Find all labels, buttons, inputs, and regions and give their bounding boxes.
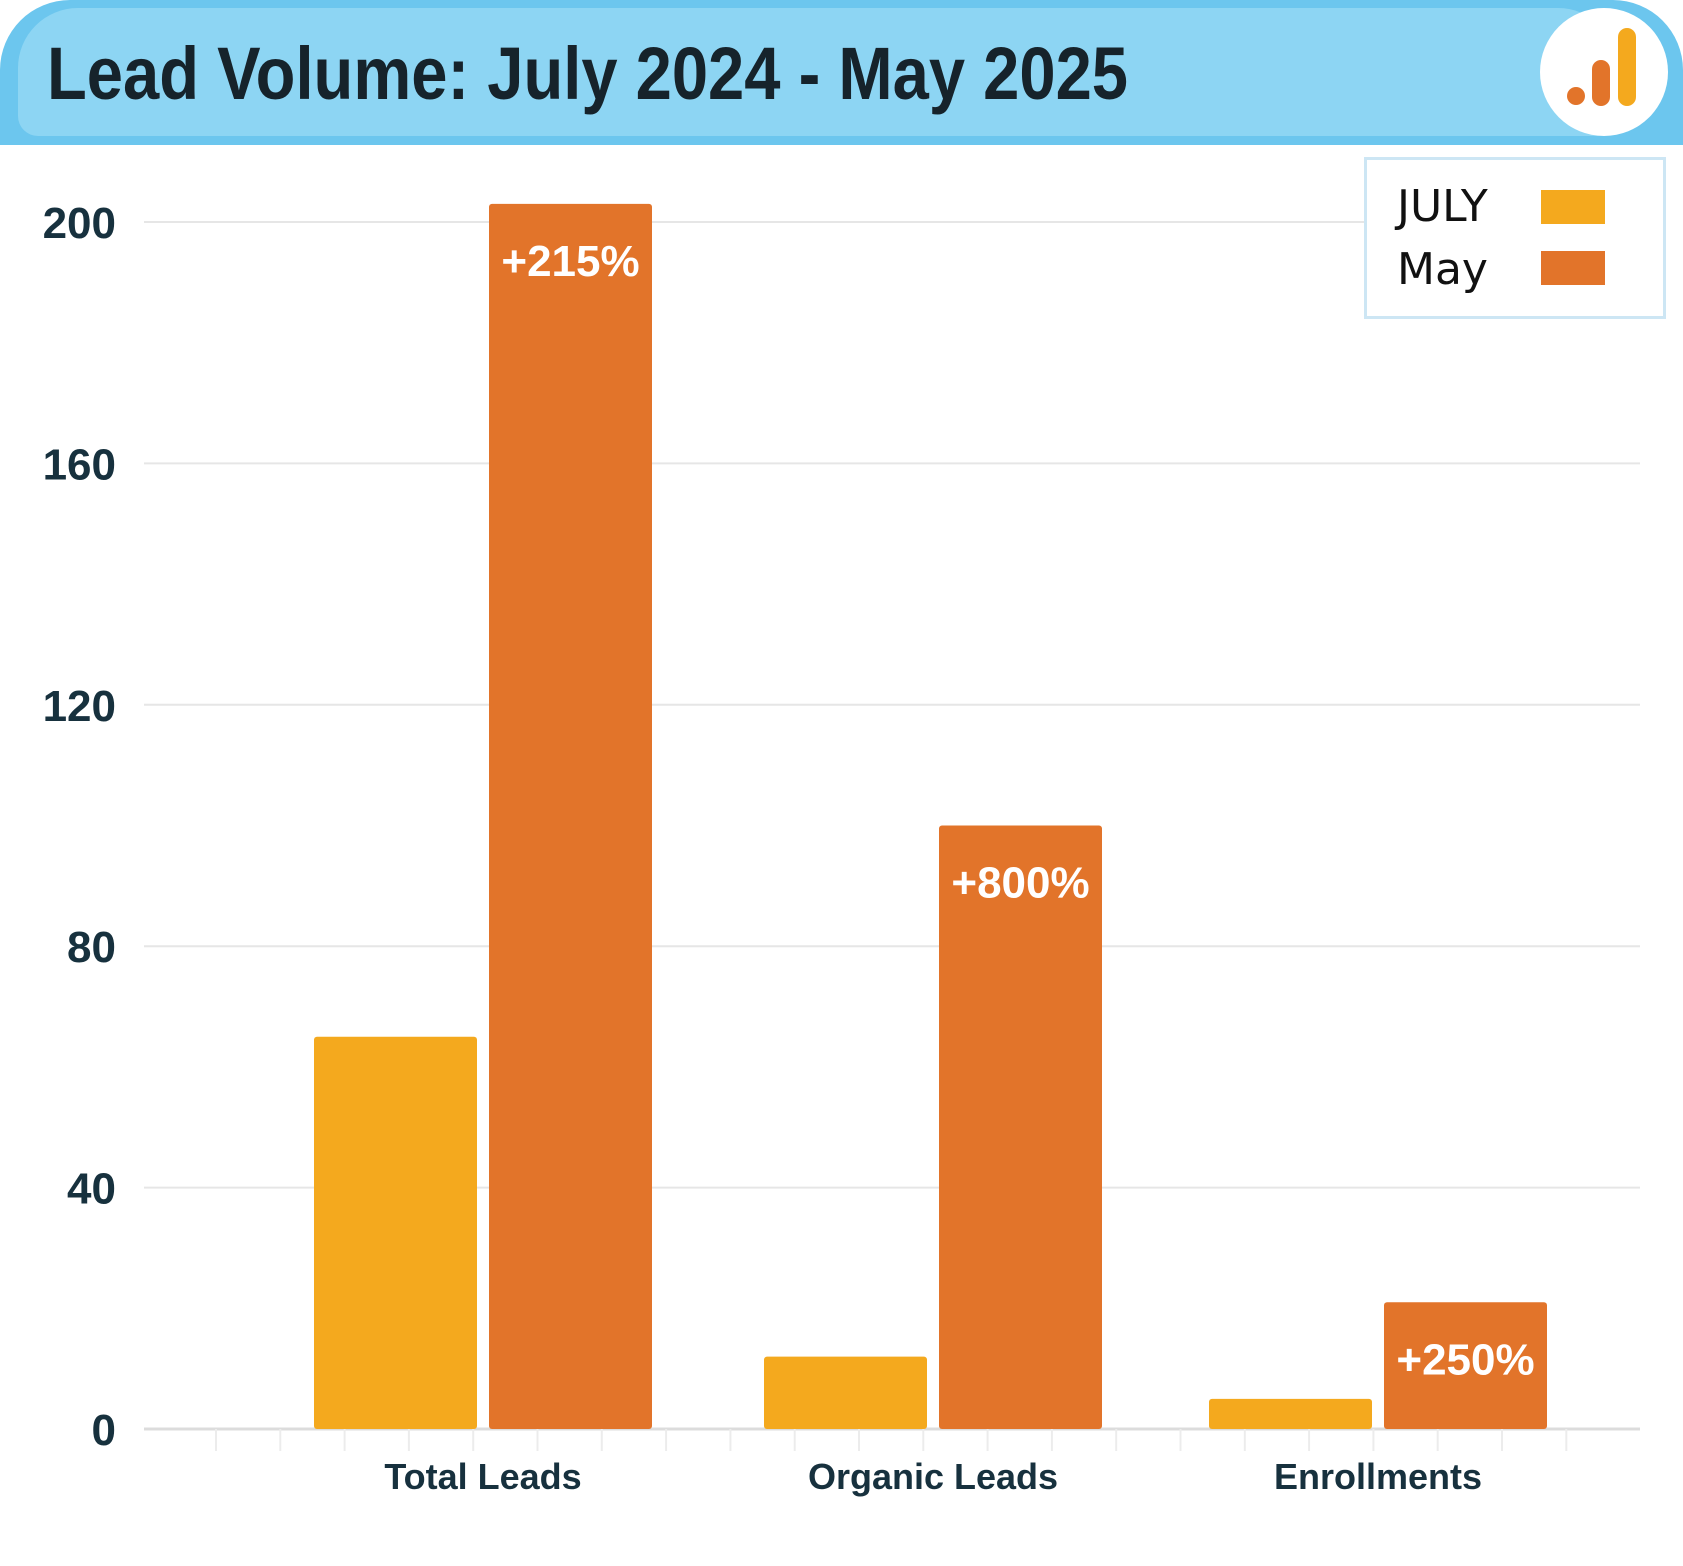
bar-may-0 xyxy=(489,203,652,1429)
bar-may-2 xyxy=(1384,1302,1547,1429)
data-label: +250% xyxy=(1396,1335,1534,1384)
bar-july-2 xyxy=(1209,1398,1372,1429)
x-tick-label: Total Leads xyxy=(384,1456,581,1497)
bars xyxy=(314,203,1547,1429)
data-label: +800% xyxy=(951,859,1089,908)
x-tick-label: Enrollments xyxy=(1274,1456,1482,1497)
legend: JULY May xyxy=(1364,157,1666,319)
legend-label-july: JULY xyxy=(1397,181,1488,232)
analytics-bar-logo-icon xyxy=(1540,8,1668,136)
bar-july-0 xyxy=(314,1036,477,1429)
legend-swatch-may xyxy=(1541,251,1605,285)
labels: 0 40 80 120 160 200 +215% Total Leads +800% Organ… xyxy=(43,199,1535,1497)
y-tick-label: 80 xyxy=(67,923,116,972)
y-tick-label: 40 xyxy=(67,1165,116,1214)
header-inner xyxy=(18,8,1618,136)
x-tick-label: Organic Leads xyxy=(808,1456,1058,1497)
y-tick-label: 200 xyxy=(43,199,116,248)
data-label: +215% xyxy=(501,237,639,286)
y-tick-label: 160 xyxy=(43,440,116,489)
legend-label-may: May xyxy=(1397,244,1488,295)
bar-july-1 xyxy=(764,1356,927,1429)
y-tick-label: 120 xyxy=(43,682,116,731)
y-tick-label: 0 xyxy=(92,1406,116,1455)
chart-title: Lead Volume: July 2024 - May 2025 xyxy=(47,32,1129,115)
header-bar: Lead Volume: July 2024 - May 2025 xyxy=(0,0,1683,145)
legend-swatch-july xyxy=(1541,190,1605,224)
bar-may-1 xyxy=(939,825,1102,1429)
